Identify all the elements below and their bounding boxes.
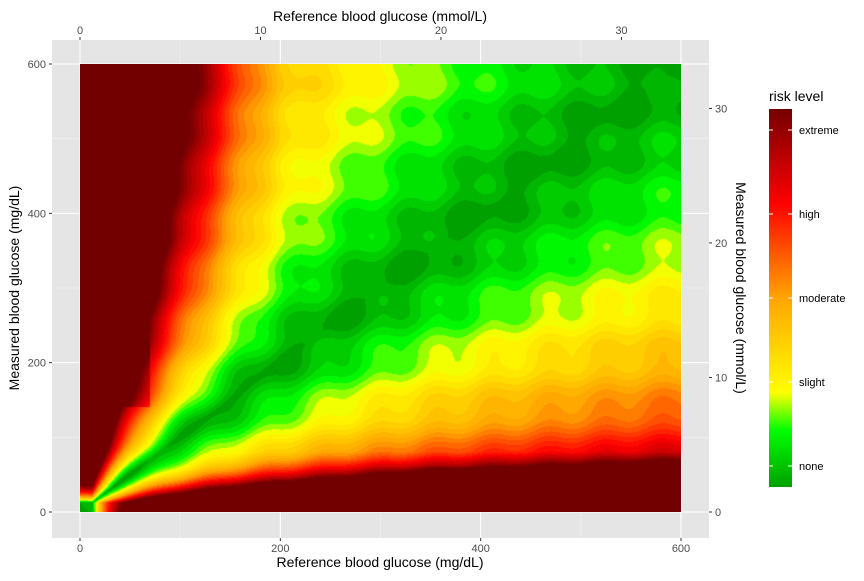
bottom-axis: 0 200 400 600 (77, 538, 690, 555)
legend-label-extreme: extreme (799, 125, 839, 137)
x-top-tick-label: 0 (77, 25, 83, 37)
legend-colorbar (769, 109, 792, 487)
x-tick-label: 600 (672, 543, 690, 555)
risk-heatmap (80, 64, 681, 512)
y-right-tick-label: 10 (715, 372, 727, 384)
y-right-tick-label: 30 (715, 103, 727, 115)
x-tick-label: 200 (271, 543, 289, 555)
x-top-tick-label: 30 (615, 25, 627, 37)
y-tick-label: 200 (28, 358, 46, 370)
left-axis: 0 200 400 600 (28, 59, 52, 519)
y-right-tick-label: 0 (715, 507, 721, 519)
x-top-tick-label: 10 (254, 25, 266, 37)
y-axis-title-left: Measured blood glucose (mg/dL) (6, 186, 22, 391)
x-axis-title-bottom: Reference blood glucose (mg/dL) (276, 554, 483, 570)
legend-label-none: none (799, 461, 823, 473)
x-tick-label: 400 (471, 543, 489, 555)
legend-label-moderate: moderate (799, 293, 845, 305)
y-tick-label: 400 (28, 208, 46, 220)
legend-label-high: high (799, 209, 820, 221)
y-axis-title-right: Measured blood glucose (mmol/L) (733, 182, 749, 394)
y-right-tick-label: 20 (715, 238, 727, 250)
y-tick-label: 0 (40, 507, 46, 519)
right-axis: 0 10 20 30 (709, 103, 727, 519)
x-top-tick-label: 20 (435, 25, 447, 37)
legend-label-slight: slight (799, 377, 825, 389)
legend-ticks: none slight moderate high extreme (769, 125, 845, 473)
legend: risk level none slight moderate high extreme (769, 88, 845, 487)
legend-title: risk level (769, 88, 823, 104)
y-tick-label: 600 (28, 59, 46, 71)
top-axis: 0 10 20 30 (77, 25, 628, 40)
x-tick-label: 0 (77, 543, 83, 555)
x-axis-title-top: Reference blood glucose (mmol/L) (273, 8, 487, 24)
